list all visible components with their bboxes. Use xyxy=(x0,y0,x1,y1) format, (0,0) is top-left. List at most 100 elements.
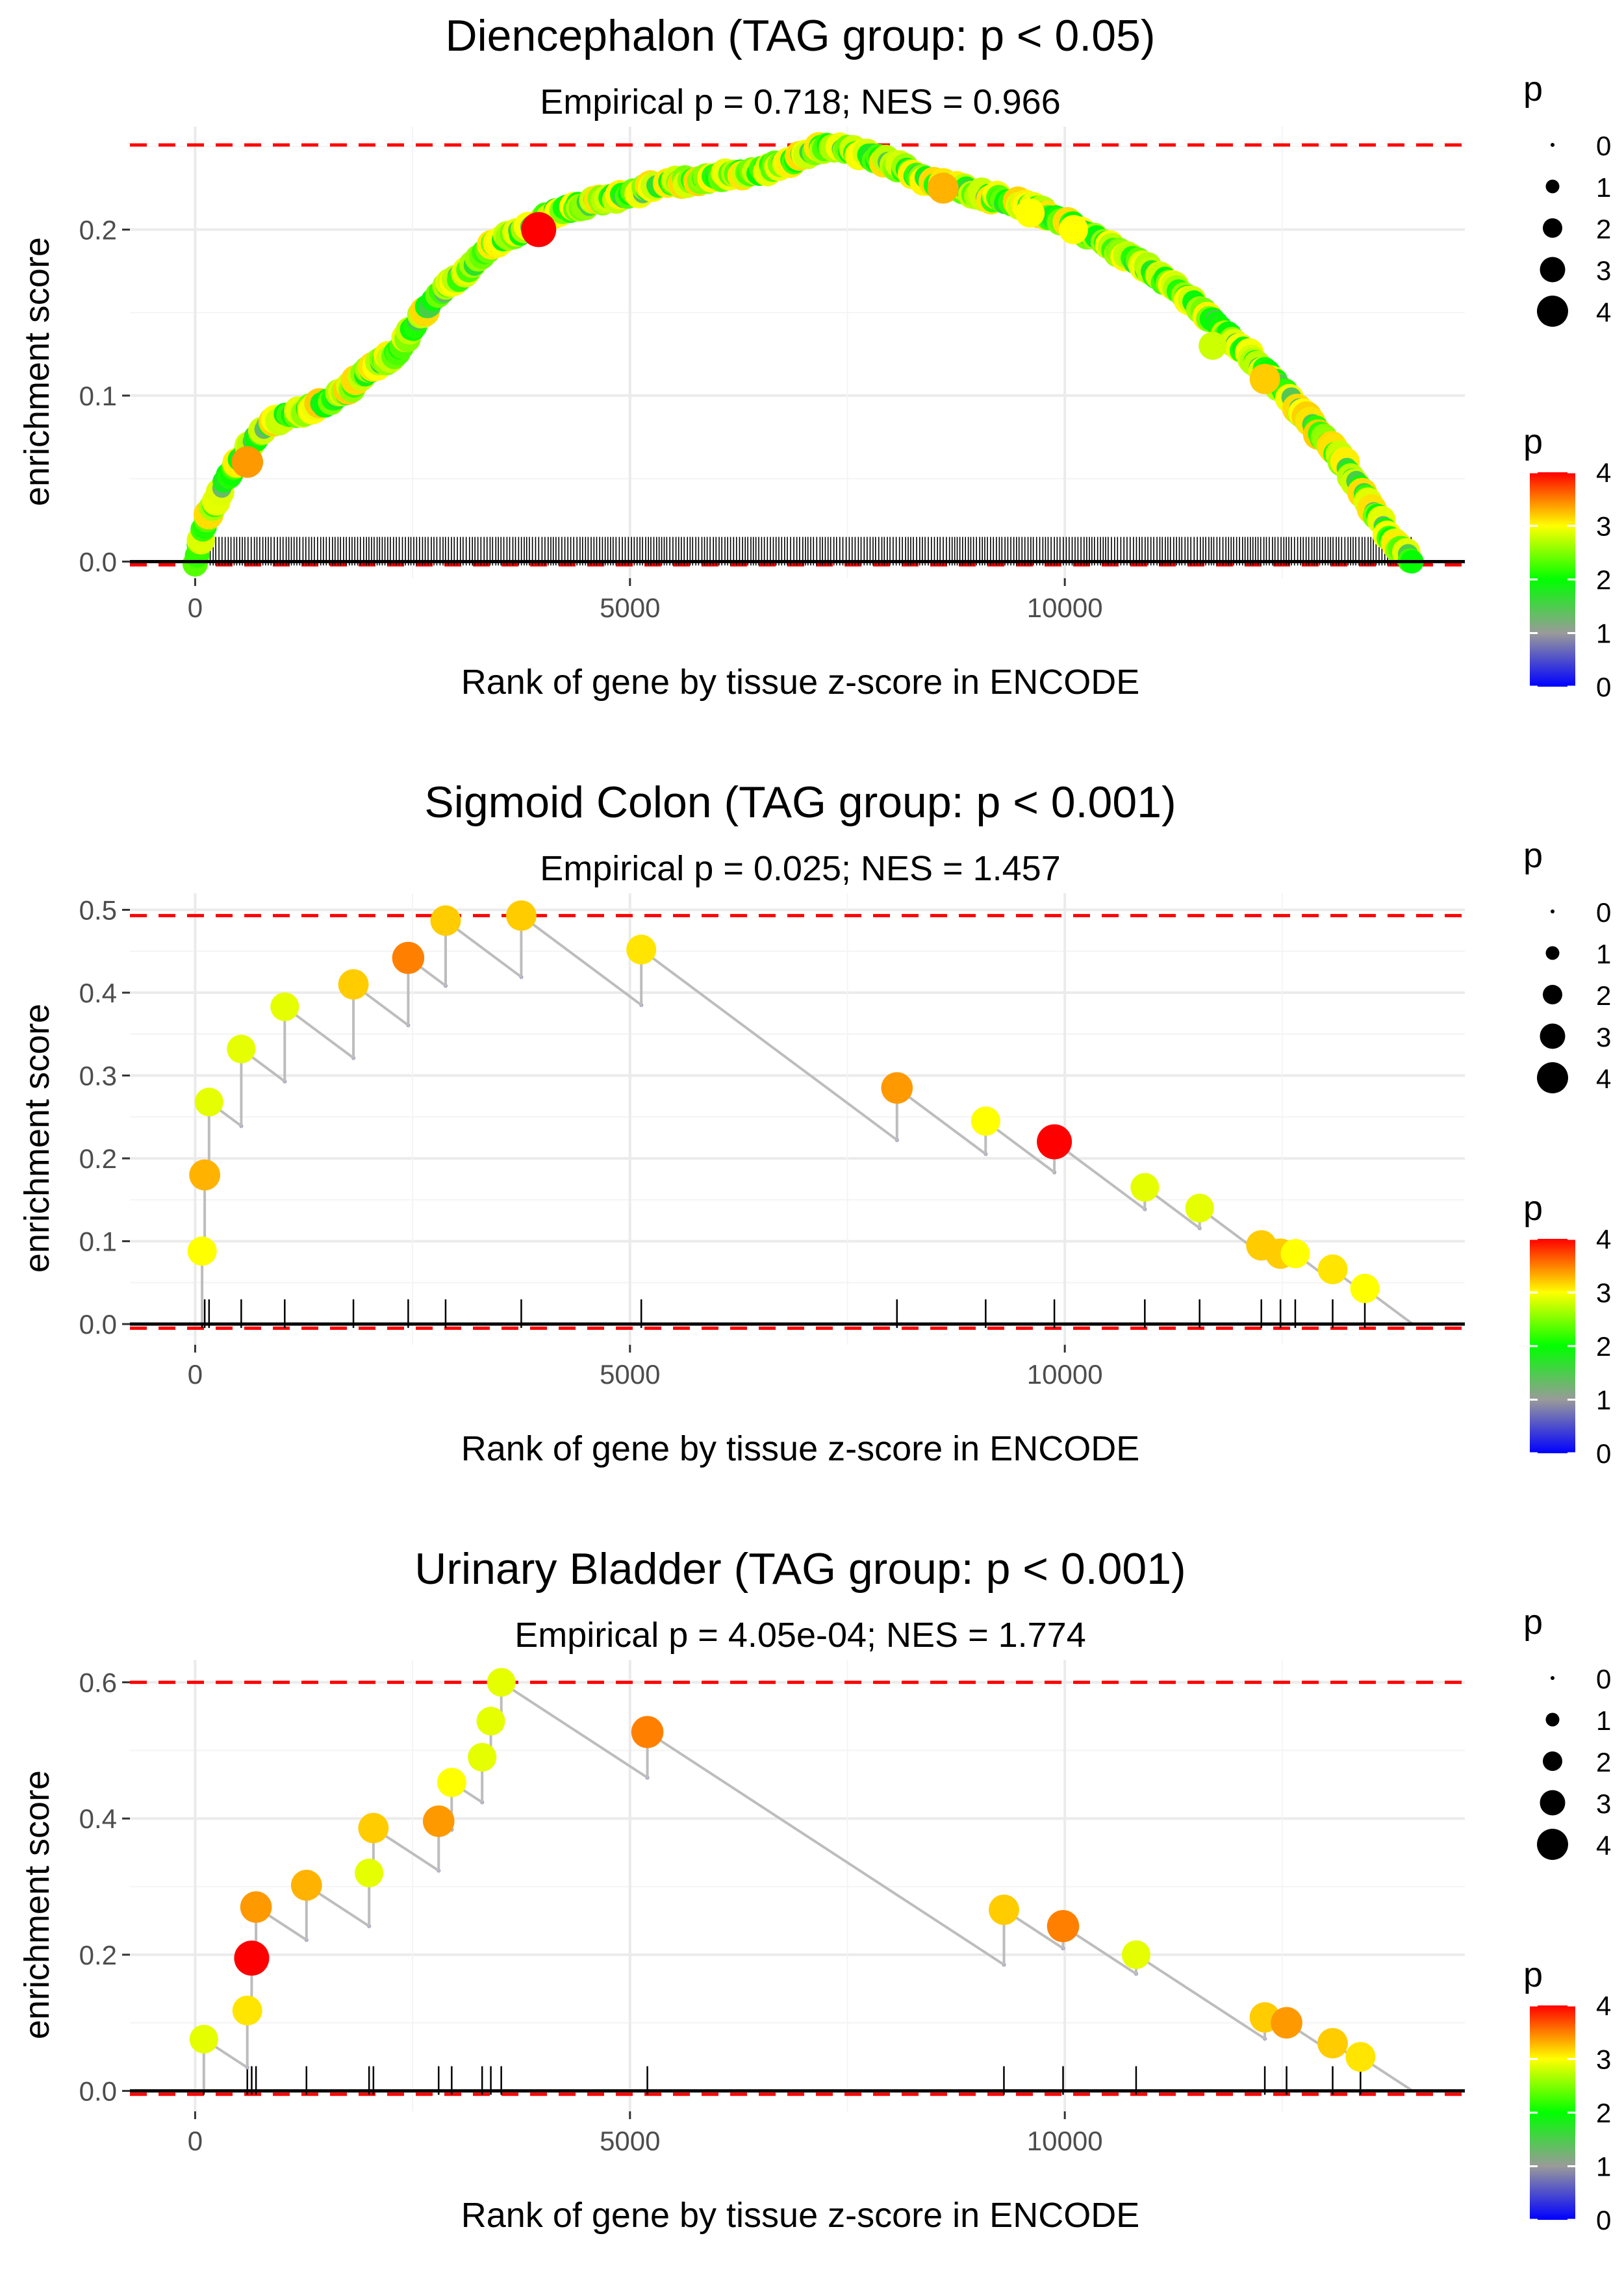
y-axis-label: enrichment score xyxy=(18,1004,57,1273)
es-curve xyxy=(201,913,1414,1325)
y-tick-label: 0.5 xyxy=(79,895,117,926)
gene-point xyxy=(1185,1193,1214,1223)
colorbar-label: 1 xyxy=(1596,618,1611,649)
color-legend-title: p xyxy=(1523,1189,1543,1228)
gene-point xyxy=(476,1707,505,1736)
size-key-label: 4 xyxy=(1596,297,1611,327)
size-key-label: 1 xyxy=(1596,172,1611,203)
size-key-label: 4 xyxy=(1596,1063,1611,1094)
size-key-label: 2 xyxy=(1596,214,1611,244)
size-key-label: 2 xyxy=(1596,980,1611,1011)
y-tick-label: 0.0 xyxy=(79,2076,117,2107)
y-tick-label: 0.4 xyxy=(79,978,117,1008)
gene-point xyxy=(1271,2007,1302,2039)
x-axis-label: Rank of gene by tissue z-score in ENCODE xyxy=(461,2196,1139,2235)
gene-point xyxy=(1280,1239,1310,1269)
y-tick-label: 0.1 xyxy=(79,1227,117,1257)
gene-point xyxy=(392,941,425,974)
colorbar-label: 2 xyxy=(1596,1331,1611,1362)
panel-2: Sigmoid Colon (TAG group: p < 0.001) Emp… xyxy=(18,778,1611,1469)
size-key-dot xyxy=(1545,1712,1560,1727)
colorbar-label: 2 xyxy=(1596,565,1611,595)
colorbar-label: 1 xyxy=(1596,1385,1611,1416)
gene-point xyxy=(927,172,959,204)
size-key-label: 4 xyxy=(1596,1830,1611,1861)
panel-1: Diencephalon (TAG group: p < 0.05) Empir… xyxy=(18,11,1611,702)
gene-point xyxy=(1047,1910,1080,1942)
size-key-label: 0 xyxy=(1596,897,1611,928)
gene-point xyxy=(290,1870,322,1901)
colorbar-label: 3 xyxy=(1596,2044,1611,2075)
chart-title: Diencephalon (TAG group: p < 0.05) xyxy=(445,11,1155,60)
x-tick-label: 10000 xyxy=(1027,2126,1103,2156)
gene-point xyxy=(234,1940,270,1976)
gene-point xyxy=(1130,1173,1160,1202)
gene-point xyxy=(506,900,537,931)
gene-point xyxy=(1037,1124,1072,1160)
y-tick-label: 0.1 xyxy=(79,381,117,411)
size-key-label: 3 xyxy=(1596,1788,1611,1819)
gene-point xyxy=(430,905,461,936)
gene-point xyxy=(1121,1940,1150,1969)
size-legend-title: p xyxy=(1523,70,1543,108)
gene-point xyxy=(240,1891,272,1923)
y-tick-label: 0.0 xyxy=(79,546,117,577)
gridlines xyxy=(130,1660,1465,2111)
marks xyxy=(189,1668,1414,2093)
gene-point xyxy=(338,969,369,1000)
y-tick-label: 0.2 xyxy=(79,1143,117,1174)
legend: p 0 1 2 3 4 p 0 1 2 3 4 xyxy=(1523,70,1611,702)
x-tick-label: 5000 xyxy=(600,2126,660,2156)
gene-point xyxy=(189,2024,218,2054)
plot-area: 0.0 0.1 0.2 0.3 0.4 0.5 0 5000 10000 xyxy=(79,893,1465,1390)
plot-area: 0.0 0.2 0.4 0.6 0 5000 10000 xyxy=(79,1660,1465,2156)
marks xyxy=(187,900,1414,1325)
gene-point xyxy=(270,992,299,1021)
chart-subtitle: Empirical p = 0.718; NES = 0.966 xyxy=(540,83,1060,121)
x-tick-label: 0 xyxy=(188,1359,203,1390)
chart-title: Sigmoid Colon (TAG group: p < 0.001) xyxy=(424,778,1176,827)
colorbar-label: 3 xyxy=(1596,1278,1611,1308)
y-axis-label: enrichment score xyxy=(18,237,57,506)
gene-point xyxy=(189,1159,220,1191)
color-legend-title: p xyxy=(1523,1955,1543,1994)
gene-point xyxy=(881,1072,913,1104)
gene-point xyxy=(1059,214,1089,244)
legend: p 0 1 2 3 4 p 0 1 2 3 4 xyxy=(1523,1603,1611,2235)
gene-point xyxy=(194,1088,223,1117)
gene-point xyxy=(232,1995,262,2026)
size-key-dot xyxy=(1540,257,1566,283)
colorbar-label: 4 xyxy=(1596,1224,1611,1254)
gene-point xyxy=(1345,2042,1376,2072)
size-key-dot xyxy=(1537,1062,1568,1093)
gene-point xyxy=(231,446,264,478)
gene-point xyxy=(355,1859,384,1888)
y-tick-label: 0.0 xyxy=(79,1309,117,1340)
chart-title: Urinary Bladder (TAG group: p < 0.001) xyxy=(414,1544,1186,1594)
size-key-dot xyxy=(1537,1829,1568,1860)
size-key-dot xyxy=(1543,218,1562,238)
gene-point xyxy=(422,1805,455,1837)
gridlines xyxy=(130,127,1465,578)
size-key-dot xyxy=(1540,1790,1566,1816)
size-key-label: 1 xyxy=(1596,939,1611,969)
gridlines xyxy=(130,893,1465,1345)
colorbar-label: 0 xyxy=(1596,672,1611,702)
size-key-label: 3 xyxy=(1596,255,1611,286)
size-key-dot xyxy=(1551,143,1554,147)
size-key-label: 0 xyxy=(1596,131,1611,161)
x-axis-label: Rank of gene by tissue z-score in ENCODE xyxy=(461,663,1139,702)
gene-point xyxy=(187,1236,217,1266)
size-key-label: 0 xyxy=(1596,1664,1611,1694)
size-legend-title: p xyxy=(1523,1603,1543,1642)
gene-point xyxy=(971,1106,1000,1136)
y-tick-label: 0.6 xyxy=(79,1668,117,1698)
y-tick-label: 0.4 xyxy=(79,1803,117,1834)
size-key-label: 3 xyxy=(1596,1022,1611,1052)
size-key-dot xyxy=(1545,946,1560,960)
chart-subtitle: Empirical p = 4.05e-04; NES = 1.774 xyxy=(514,1616,1086,1655)
x-axis-label: Rank of gene by tissue z-score in ENCODE xyxy=(461,1429,1139,1468)
size-key-dot xyxy=(1545,179,1560,194)
